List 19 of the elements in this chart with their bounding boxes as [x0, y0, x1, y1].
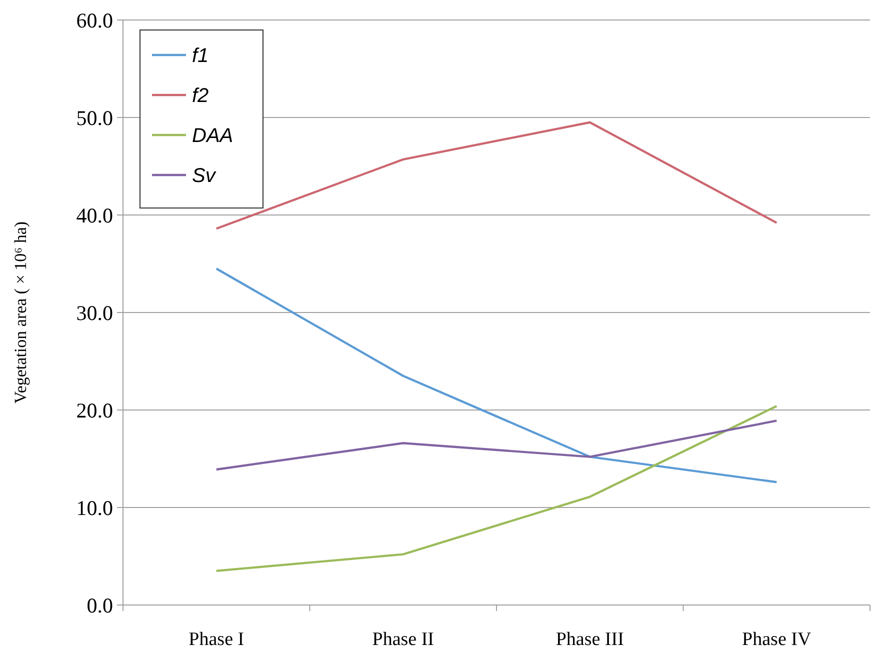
legend-label: Sv: [192, 165, 216, 187]
x-tick-label: Phase IV: [742, 629, 812, 650]
x-tick-label: Phase I: [188, 629, 244, 650]
y-tick-label: 10.0: [76, 496, 113, 520]
legend-label: f1: [192, 45, 209, 67]
line-series: [215, 405, 778, 572]
y-tick-label: 40.0: [76, 203, 113, 228]
y-tick-label: 50.0: [76, 106, 113, 130]
line-series: [215, 420, 778, 471]
line-series: [215, 268, 778, 484]
y-tick-label: 20.0: [76, 398, 113, 422]
y-axis-title: Vegetation area ( × 10⁶ ha): [11, 221, 30, 404]
legend-label: f2: [192, 85, 209, 107]
legend-label: DAA: [192, 125, 234, 147]
x-tick-label: Phase II: [372, 629, 434, 650]
y-tick-label: 30.0: [76, 300, 113, 325]
x-tick-label: Phase III: [556, 629, 624, 650]
y-tick-label: 60.0: [76, 8, 113, 32]
y-tick-label: 0.0: [86, 593, 113, 618]
